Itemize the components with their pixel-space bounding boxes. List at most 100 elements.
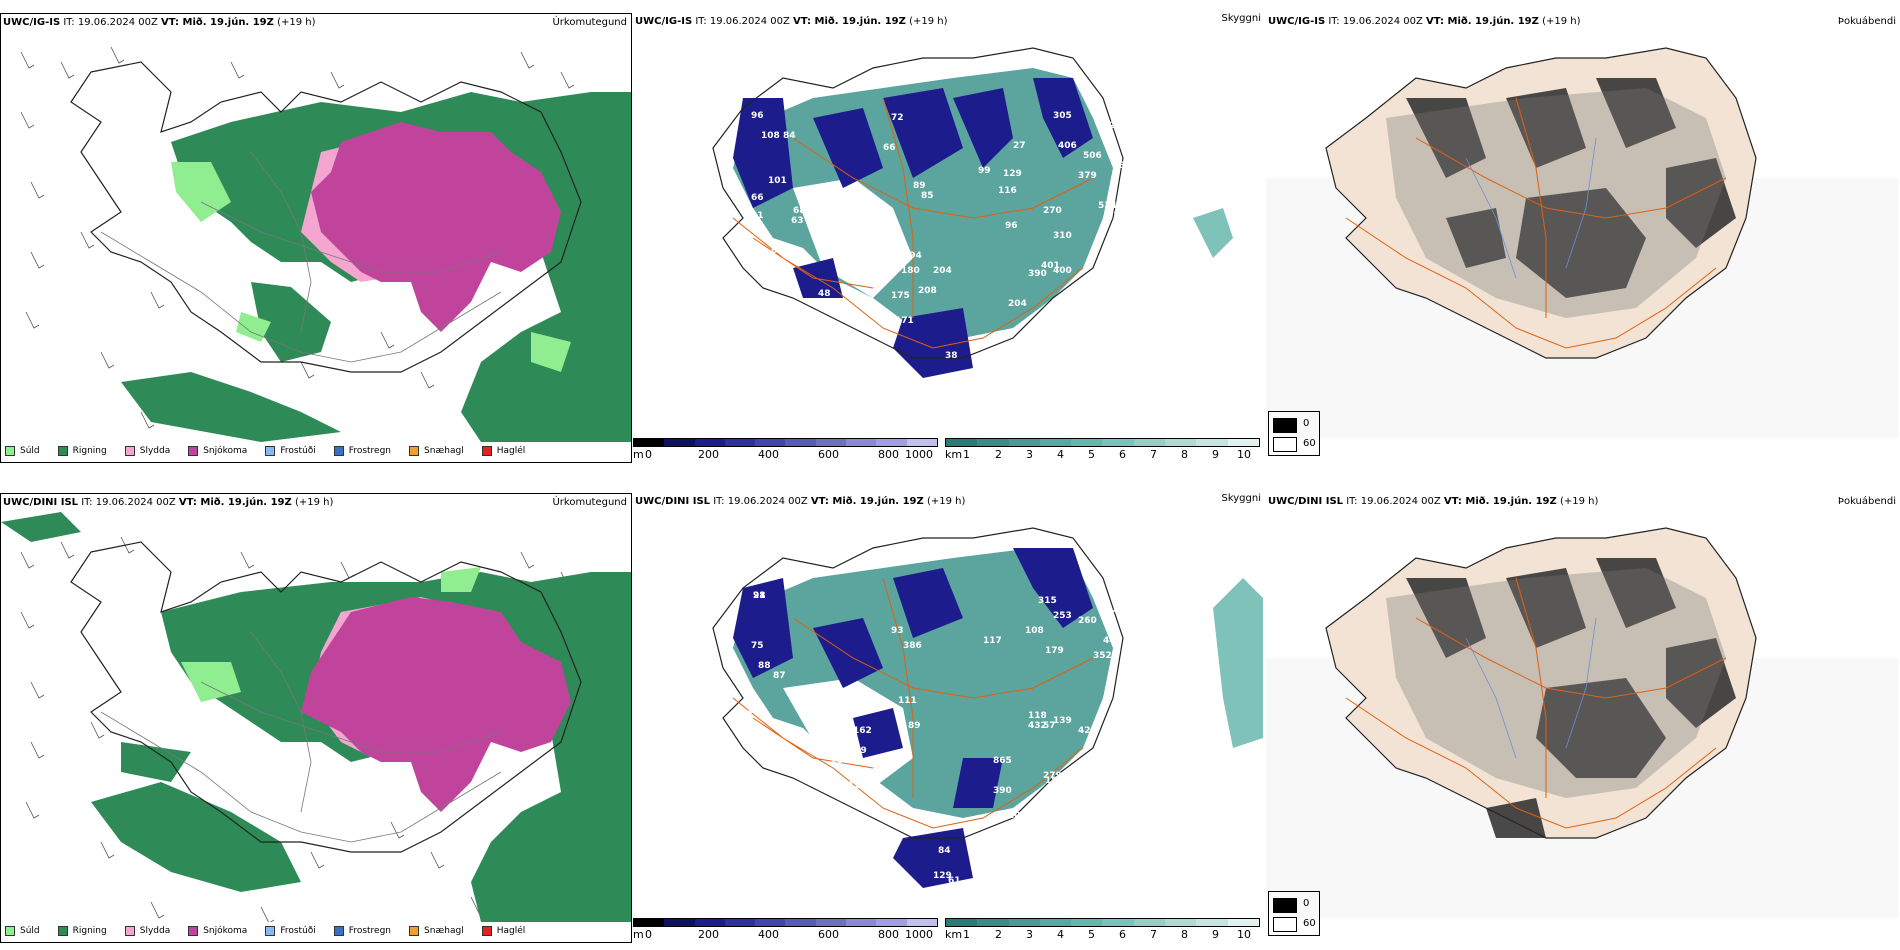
legend-swatch xyxy=(409,926,420,936)
legend-item: Haglél xyxy=(481,446,525,456)
legend-swatch xyxy=(481,926,492,936)
legend-item: Súld xyxy=(5,446,40,456)
cloud-height-label: 130 xyxy=(1025,821,1044,831)
cloud-height-label: 54 xyxy=(1071,351,1084,361)
cloud-height-label: 310 xyxy=(1053,231,1072,241)
cloud-height-label: 117 xyxy=(983,636,1002,646)
height-tick: 0 xyxy=(645,448,652,461)
panel-title: UWC/DINI ISL IT: 19.06.2024 00Z VT: Mið.… xyxy=(635,496,966,507)
visibility-label: Skyggni xyxy=(1221,493,1261,504)
fog-legend: 0 60 xyxy=(1268,411,1320,456)
cloud-height-label: 185 xyxy=(1045,776,1064,786)
cloud-blue-area xyxy=(733,548,1093,888)
legend-swatch xyxy=(57,446,68,456)
cloud-height-label: 386 xyxy=(903,641,922,651)
visibility-tick: 6 xyxy=(1119,928,1126,941)
panel-title: UWC/DINI ISL IT: 19.06.2024 00Z VT: Mið.… xyxy=(1268,496,1599,507)
panel-title: UWC/DINI ISL IT: 19.06.2024 00Z VT: Mið.… xyxy=(3,497,334,508)
visibility-tick: 5 xyxy=(1088,928,1095,941)
precip-legend: Súld Rigning Slydda Snjókoma Frostúði Fr… xyxy=(5,446,525,456)
legend-item: Slydda xyxy=(124,926,170,936)
cloud-height-label: 55 xyxy=(815,241,828,251)
visibility-tick: 3 xyxy=(1026,448,1033,461)
cloud-height-label: 379 xyxy=(1078,171,1097,181)
fog-map xyxy=(1266,47,1898,438)
height-tick: 400 xyxy=(758,448,779,461)
roads xyxy=(1345,577,1727,829)
cloud-height-label: 29 xyxy=(946,406,959,416)
roads xyxy=(1345,97,1727,349)
cloud-height-label: 57 xyxy=(761,336,774,346)
legend-item: Snæhagl xyxy=(409,446,464,456)
cloud-height-label: 305 xyxy=(1053,111,1072,121)
cloud-height-label: 260 xyxy=(1078,616,1097,626)
fog-legend-low: 0 xyxy=(1303,418,1310,429)
height-unit: m xyxy=(633,928,644,941)
precip-type-label: Úrkomutegund xyxy=(552,17,627,28)
visibility-tick: 5 xyxy=(1088,448,1095,461)
legend-item: Frostúði xyxy=(265,926,316,936)
cloud-height-label: 331 xyxy=(1098,736,1117,746)
coastline xyxy=(1325,527,1757,839)
cloud-height-label: 168 xyxy=(1083,276,1102,286)
visibility-unit: km xyxy=(945,448,963,461)
fog-legend-light xyxy=(1273,917,1297,932)
fog-gray-areas xyxy=(1386,568,1726,798)
cloud-height-label: 253 xyxy=(1053,611,1072,621)
rivers xyxy=(1465,137,1597,279)
cloud-height-label: 66 xyxy=(883,143,896,153)
cloud-height-label: 85 xyxy=(921,191,934,201)
cloud-height-label: 139 xyxy=(1053,716,1072,726)
cloud-height-label: 24 xyxy=(965,401,978,411)
legend-item: Frostúði xyxy=(265,446,316,456)
cloud-height-label: 179 xyxy=(1045,646,1064,656)
visibility-tick: 7 xyxy=(1150,448,1157,461)
height-colorbar xyxy=(633,918,938,927)
cloud-height-label: 87 xyxy=(773,671,786,681)
cloud-height-label: 99 xyxy=(1153,641,1166,651)
legend-item: Snæhagl xyxy=(409,926,464,936)
coastline xyxy=(712,47,1124,359)
cloud-height-label: 96 xyxy=(1005,221,1018,231)
roads xyxy=(732,97,1094,349)
vis-white-hole xyxy=(783,678,913,788)
cloud-height-label: 111 xyxy=(898,696,917,706)
cloud-height-label: 48 xyxy=(818,289,831,299)
cloud-height-label: 178 xyxy=(1128,746,1147,756)
cloud-height-label: 130 xyxy=(1168,706,1187,716)
cloud-height-label: 72 xyxy=(891,113,904,123)
visibility-tick: 4 xyxy=(1057,928,1064,941)
fog-map xyxy=(1266,527,1898,918)
cloud-height-label: 138 xyxy=(1113,316,1132,326)
cloud-height-label: 93 xyxy=(891,626,904,636)
cloud-height-label: 63 xyxy=(791,216,804,226)
fog-legend-high: 60 xyxy=(1303,438,1316,449)
cloud-height-label: 390 xyxy=(1028,269,1047,279)
legend-swatch xyxy=(265,926,276,936)
cloud-height-label: 135 xyxy=(1143,171,1162,181)
legend-item: Snjókoma xyxy=(188,926,247,936)
visibility-tick: 8 xyxy=(1181,448,1188,461)
precip-type-label: Úrkomutegund xyxy=(552,497,627,508)
cloud-height-label: 110 xyxy=(863,241,882,251)
legend-swatch xyxy=(124,926,135,936)
cloud-height-label: 159 xyxy=(848,746,867,756)
height-tick: 200 xyxy=(698,448,719,461)
cloud-height-label: 96 xyxy=(751,111,764,121)
legend-item: Frostregn xyxy=(333,446,391,456)
cloud-height-label: 89 xyxy=(908,721,921,731)
cloud-height-label: 84 xyxy=(783,131,796,141)
snow-area xyxy=(301,597,571,812)
panel-title: UWC/IG-IS IT: 19.06.2024 00Z VT: Mið. 19… xyxy=(635,16,948,27)
cloud-height-label: 37 xyxy=(929,901,942,911)
cloud-height-label: 171 xyxy=(895,316,914,326)
visibility-colorbar xyxy=(945,438,1260,447)
fog-legend: 0 60 xyxy=(1268,891,1320,936)
cloud-height-label: 423 xyxy=(1078,726,1097,736)
cloud-height-label: 124 xyxy=(1173,641,1192,651)
visibility-unit: km xyxy=(945,928,963,941)
height-tick: 600 xyxy=(818,448,839,461)
cloud-height-label: 99 xyxy=(978,166,991,176)
cloud-height-label: 506 xyxy=(1083,151,1102,161)
